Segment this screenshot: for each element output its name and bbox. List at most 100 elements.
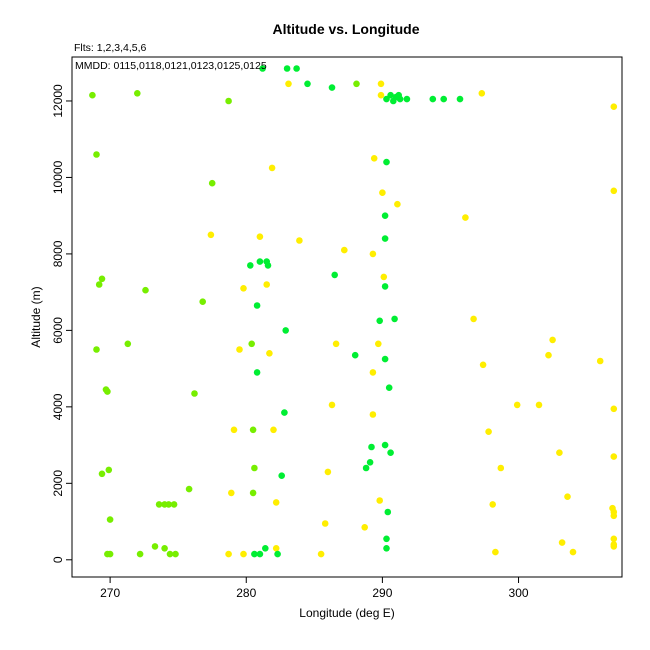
data-point — [384, 508, 392, 516]
data-point — [293, 65, 300, 72]
y-tick-label: 8000 — [51, 240, 65, 267]
data-point — [249, 426, 257, 434]
data-point — [228, 489, 235, 497]
y-tick-label: 10000 — [51, 160, 65, 194]
data-point — [134, 90, 141, 97]
data-point — [264, 262, 272, 269]
data-point — [341, 246, 348, 254]
data-point — [98, 275, 106, 283]
data-point — [281, 409, 288, 416]
data-point — [262, 545, 269, 552]
data-point — [429, 95, 437, 103]
data-point — [380, 273, 388, 281]
data-point — [199, 298, 206, 306]
data-point — [383, 95, 390, 103]
data-point — [270, 426, 277, 434]
data-point — [165, 501, 172, 508]
data-point — [564, 493, 571, 501]
data-point — [142, 286, 149, 294]
x-axis-label: Longitude (deg E) — [299, 606, 394, 620]
data-point — [151, 543, 159, 550]
data-point — [248, 340, 255, 348]
data-point — [610, 512, 618, 520]
data-point — [361, 524, 369, 531]
data-point — [324, 468, 332, 476]
data-point — [394, 200, 401, 208]
y-tick-label: 4000 — [51, 393, 65, 420]
data-point — [106, 516, 114, 523]
data-point — [185, 485, 193, 493]
x-axis: 270 280 290 300 — [100, 576, 529, 600]
data-point — [285, 80, 292, 88]
data-point — [263, 281, 271, 288]
data-point — [385, 384, 393, 392]
data-point — [278, 472, 286, 480]
data-point — [513, 401, 521, 409]
data-point — [296, 237, 303, 244]
data-point — [256, 233, 264, 240]
data-point — [470, 315, 477, 323]
data-point — [251, 550, 258, 558]
data-point — [383, 158, 390, 166]
data-point — [485, 428, 492, 436]
data-point — [369, 411, 377, 418]
data-point — [304, 80, 311, 88]
data-point — [124, 340, 132, 348]
data-point — [381, 441, 389, 449]
y-tick-label: 6000 — [51, 317, 65, 344]
data-point — [377, 80, 385, 88]
data-point — [225, 550, 232, 558]
data-point — [240, 550, 247, 558]
data-point — [396, 95, 404, 103]
data-point — [256, 258, 264, 265]
data-point — [379, 189, 386, 196]
data-point — [259, 65, 266, 72]
data-point — [596, 357, 604, 365]
data-point — [240, 285, 247, 292]
data-point — [191, 390, 198, 397]
data-point — [253, 302, 261, 309]
data-point — [383, 545, 390, 552]
data-point — [247, 262, 254, 269]
chart-annotation: MMDD: 0115,0118,0121,0123,0125,0125 — [75, 60, 267, 72]
data-point — [225, 97, 232, 105]
data-point — [321, 520, 329, 527]
data-point — [155, 501, 163, 508]
data-point — [268, 164, 276, 172]
data-point — [328, 401, 336, 409]
x-tick-label: 280 — [236, 586, 256, 600]
data-point — [369, 369, 377, 376]
data-point — [387, 449, 394, 457]
data-point — [283, 65, 291, 72]
data-point — [376, 497, 384, 504]
data-point — [230, 426, 238, 434]
y-axis-label: Altitude (m) — [29, 286, 43, 347]
data-point — [249, 489, 257, 497]
plot-frame — [71, 56, 623, 578]
data-point — [376, 317, 384, 325]
data-point — [462, 214, 469, 221]
data-point — [489, 501, 497, 508]
data-point — [93, 346, 100, 353]
data-point — [236, 346, 243, 353]
data-point — [610, 535, 618, 543]
data-point — [253, 369, 261, 376]
plot-points — [89, 65, 618, 558]
data-point — [98, 470, 106, 478]
data-point — [207, 231, 215, 239]
data-point — [545, 351, 552, 359]
data-point — [362, 464, 370, 472]
data-point — [569, 548, 577, 556]
chart-subtitle: Flts: 1,2,3,4,5,6 — [74, 42, 147, 54]
data-point — [251, 464, 258, 472]
data-point — [369, 250, 377, 258]
data-point — [366, 459, 374, 466]
data-point — [256, 550, 264, 558]
data-point — [610, 187, 618, 195]
data-point — [478, 90, 486, 97]
data-point — [610, 405, 618, 413]
data-point — [93, 151, 100, 158]
data-point — [266, 350, 273, 357]
data-point — [317, 550, 325, 558]
data-point — [351, 351, 359, 359]
